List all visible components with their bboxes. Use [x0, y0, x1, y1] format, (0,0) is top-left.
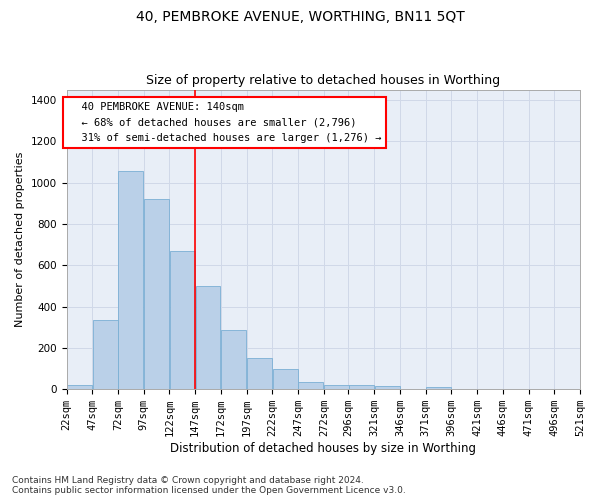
Text: 40, PEMBROKE AVENUE, WORTHING, BN11 5QT: 40, PEMBROKE AVENUE, WORTHING, BN11 5QT	[136, 10, 464, 24]
Text: 40 PEMBROKE AVENUE: 140sqm
  ← 68% of detached houses are smaller (2,796)
  31% : 40 PEMBROKE AVENUE: 140sqm ← 68% of deta…	[68, 102, 381, 143]
Bar	[118, 171, 143, 389]
Bar	[426, 386, 451, 389]
Bar	[170, 251, 195, 389]
Bar	[221, 330, 246, 389]
Bar	[374, 386, 400, 389]
Bar	[196, 286, 220, 389]
Bar	[298, 382, 323, 389]
Text: Contains HM Land Registry data © Crown copyright and database right 2024.
Contai: Contains HM Land Registry data © Crown c…	[12, 476, 406, 495]
Bar	[67, 385, 92, 389]
Bar	[349, 384, 374, 389]
Bar	[144, 199, 169, 389]
Bar	[92, 320, 118, 389]
Title: Size of property relative to detached houses in Worthing: Size of property relative to detached ho…	[146, 74, 500, 87]
Bar	[247, 358, 272, 389]
Bar	[273, 368, 298, 389]
X-axis label: Distribution of detached houses by size in Worthing: Distribution of detached houses by size …	[170, 442, 476, 455]
Bar	[324, 384, 349, 389]
Y-axis label: Number of detached properties: Number of detached properties	[15, 152, 25, 327]
